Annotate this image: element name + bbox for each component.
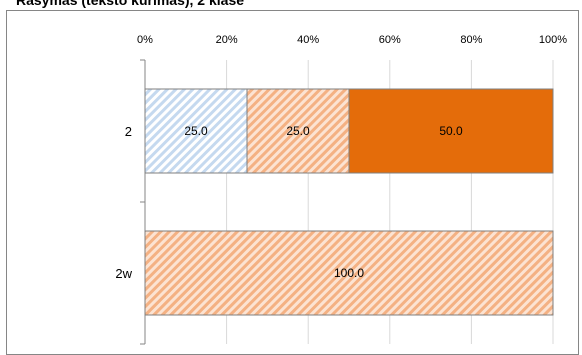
- data-label: 25.0: [286, 124, 310, 138]
- category-label: 2w: [115, 266, 132, 281]
- data-label: 100.0: [334, 266, 364, 280]
- x-tick-label: 40%: [297, 34, 319, 46]
- bar-segment: [348, 88, 554, 174]
- x-tick-label: 0%: [137, 34, 153, 46]
- bar-segment: [246, 88, 350, 174]
- bar-segment: [144, 230, 554, 316]
- x-tick-label: 20%: [216, 34, 238, 46]
- chart-title: Rašymas (teksto kūrimas), 2 klasė: [16, 0, 245, 8]
- data-label: 25.0: [184, 124, 208, 138]
- x-tick-label: 80%: [460, 34, 482, 46]
- category-label: 2: [125, 124, 132, 139]
- bar-segment: [144, 88, 248, 174]
- x-tick-label: 60%: [379, 34, 401, 46]
- data-label: 50.0: [439, 124, 463, 138]
- x-tick-label: 100%: [539, 34, 567, 46]
